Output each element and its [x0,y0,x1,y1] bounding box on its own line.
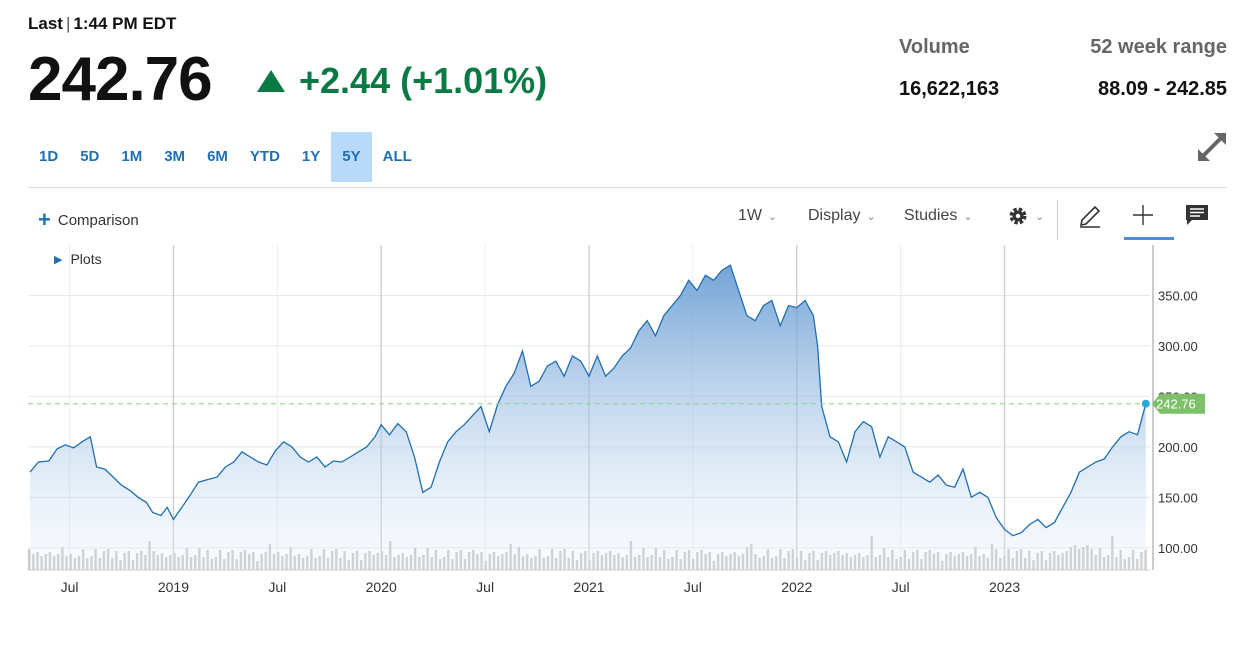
studies-dropdown[interactable]: Studies ⌄ [904,207,973,225]
x-tick-label: Jul [476,579,494,595]
x-tick-label: 2021 [573,579,604,595]
play-triangle-icon: ▶ [54,253,63,266]
chevron-down-icon: ⌄ [768,210,778,223]
plus-icon: + [38,207,51,232]
volume-bar [28,549,31,570]
separator: | [65,14,71,33]
x-tick-label: 2020 [366,579,397,595]
range-button-ytd[interactable]: YTD [249,148,280,165]
toolbar-divider [1057,200,1058,240]
last-price-tag [1152,393,1205,414]
range-button-1d[interactable]: 1D [39,148,59,165]
last-price-tag-label: 242.76 [1156,397,1196,412]
y-tick-label: 150.00 [1158,490,1198,505]
crosshair-icon[interactable] [1131,203,1155,227]
range-button-5d[interactable]: 5D [80,148,100,165]
price-area [30,265,1146,570]
x-tick-label: Jul [684,579,702,595]
x-tick-label: Jul [268,579,286,595]
studies-label: Studies [904,207,958,224]
last-price: 242.76 [28,45,213,114]
x-tick-label: 2023 [989,579,1020,595]
display-dropdown[interactable]: Display ⌄ [808,207,876,225]
volume-value: 16,622,163 [899,78,1000,100]
range-button-6m[interactable]: 6M [207,148,228,165]
interval-dropdown[interactable]: 1W ⌄ [738,207,777,225]
range-button-1y[interactable]: 1Y [301,148,321,165]
x-tick-label: 2022 [781,579,812,595]
range-label: 52 week range [1090,36,1227,58]
up-triangle-icon [257,70,285,92]
x-tick-label: Jul [61,579,79,595]
price-line [29,264,1147,537]
plots-toggle[interactable]: ▶ Plots [54,251,102,267]
change-percent: (+1.01%) [400,60,548,101]
y-tick-label: 100.00 [1158,541,1198,556]
divider [28,187,1227,188]
volume-label: Volume [899,36,970,58]
display-label: Display [808,207,861,224]
pencil-icon[interactable] [1077,203,1103,229]
range-button-3m[interactable]: 3M [164,148,186,165]
chevron-down-icon: ⌄ [963,210,973,223]
last-price-marker [1141,399,1150,408]
y-tick-label: 300.00 [1158,339,1198,354]
chevron-down-icon: ⌄ [1035,210,1045,223]
timestamp: 1:44 PM EDT [73,14,177,33]
range-button-5y[interactable]: 5Y [331,132,372,182]
change-value: +2.44 [299,60,391,101]
last-label: Last [28,14,63,33]
x-tick-label: 2019 [158,579,189,595]
comment-icon[interactable] [1185,204,1209,226]
price-change: +2.44 (+1.01%) [257,60,547,102]
settings-dropdown[interactable]: ⌄ [1007,205,1044,227]
x-tick-label: Jul [892,579,910,595]
y-tick-label: 200.00 [1158,440,1198,455]
active-tool-indicator [1124,237,1174,240]
plots-label: Plots [70,251,102,267]
chevron-down-icon: ⌄ [866,210,876,223]
range-button-1m[interactable]: 1M [121,148,143,165]
y-tick-label: 350.00 [1158,288,1198,303]
comparison-label: Comparison [57,211,139,229]
comparison-button[interactable]: + Comparison [38,207,139,232]
interval-label: 1W [738,207,762,224]
gear-icon [1009,207,1027,225]
range-button-all[interactable]: ALL [382,148,412,165]
range-value: 88.09 - 242.85 [1098,78,1227,100]
range-selector: 1D 5D 1M 3M 6M YTD 1Y 5Y ALL [28,132,423,182]
last-price-heading: Last | 1:44 PM EDT [28,14,176,34]
expand-icon[interactable] [1195,130,1229,164]
